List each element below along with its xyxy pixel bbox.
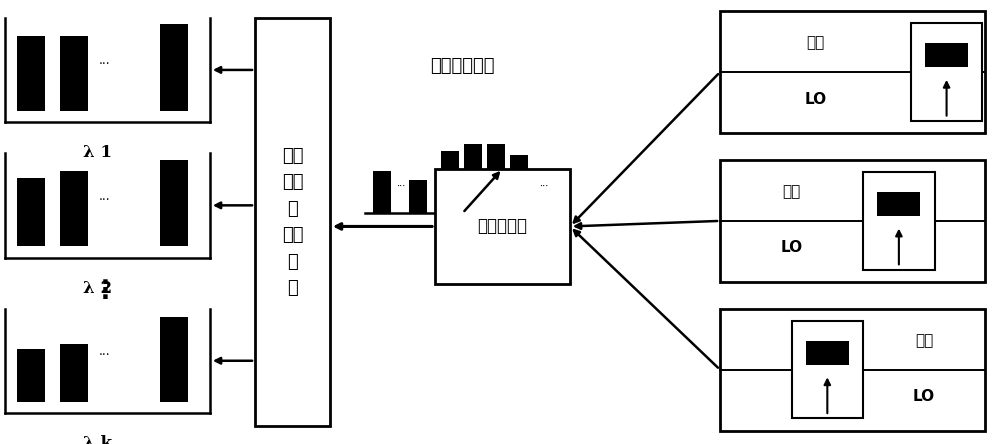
Bar <box>877 192 920 216</box>
Bar <box>60 36 88 111</box>
Bar <box>17 178 45 246</box>
Bar <box>464 144 482 213</box>
Text: ···: ··· <box>396 182 406 191</box>
Text: 信号: 信号 <box>782 184 801 199</box>
Text: LO: LO <box>913 389 935 404</box>
Bar <box>373 171 391 213</box>
Bar <box>720 309 985 431</box>
Bar <box>60 344 88 402</box>
Text: ···: ··· <box>99 349 111 362</box>
Bar <box>792 321 863 418</box>
Bar <box>720 11 985 133</box>
Text: ···: ··· <box>99 194 111 206</box>
Text: ···: ··· <box>99 58 111 71</box>
Text: λ k: λ k <box>83 435 112 444</box>
Bar <box>60 171 88 246</box>
Text: LO: LO <box>780 240 803 255</box>
Bar <box>160 317 188 402</box>
Bar <box>925 44 968 67</box>
Bar <box>510 155 528 213</box>
Bar <box>911 24 982 121</box>
Bar <box>540 173 558 213</box>
Bar <box>409 180 427 213</box>
Text: 信号: 信号 <box>806 36 825 50</box>
Bar <box>806 341 849 365</box>
Text: ···: ··· <box>539 182 549 191</box>
Bar <box>552 169 570 213</box>
Text: ⋮: ⋮ <box>92 279 118 303</box>
Text: λ 2: λ 2 <box>83 280 112 297</box>
Bar <box>720 160 985 282</box>
Bar <box>435 169 570 284</box>
Bar <box>160 24 188 111</box>
Text: 上行信号频谱: 上行信号频谱 <box>430 57 495 75</box>
Text: 功率分配器: 功率分配器 <box>478 218 528 235</box>
Bar <box>487 144 505 213</box>
Text: 信号: 信号 <box>915 333 933 348</box>
Bar <box>160 160 188 246</box>
Text: 波分
复用
与
解复
用
器: 波分 复用 与 解复 用 器 <box>282 147 303 297</box>
Text: LO: LO <box>804 91 826 107</box>
Text: λ 1: λ 1 <box>83 144 112 161</box>
Bar <box>255 18 330 426</box>
Bar <box>441 151 459 213</box>
Bar <box>863 172 935 270</box>
Bar <box>17 36 45 111</box>
Bar <box>17 349 45 402</box>
